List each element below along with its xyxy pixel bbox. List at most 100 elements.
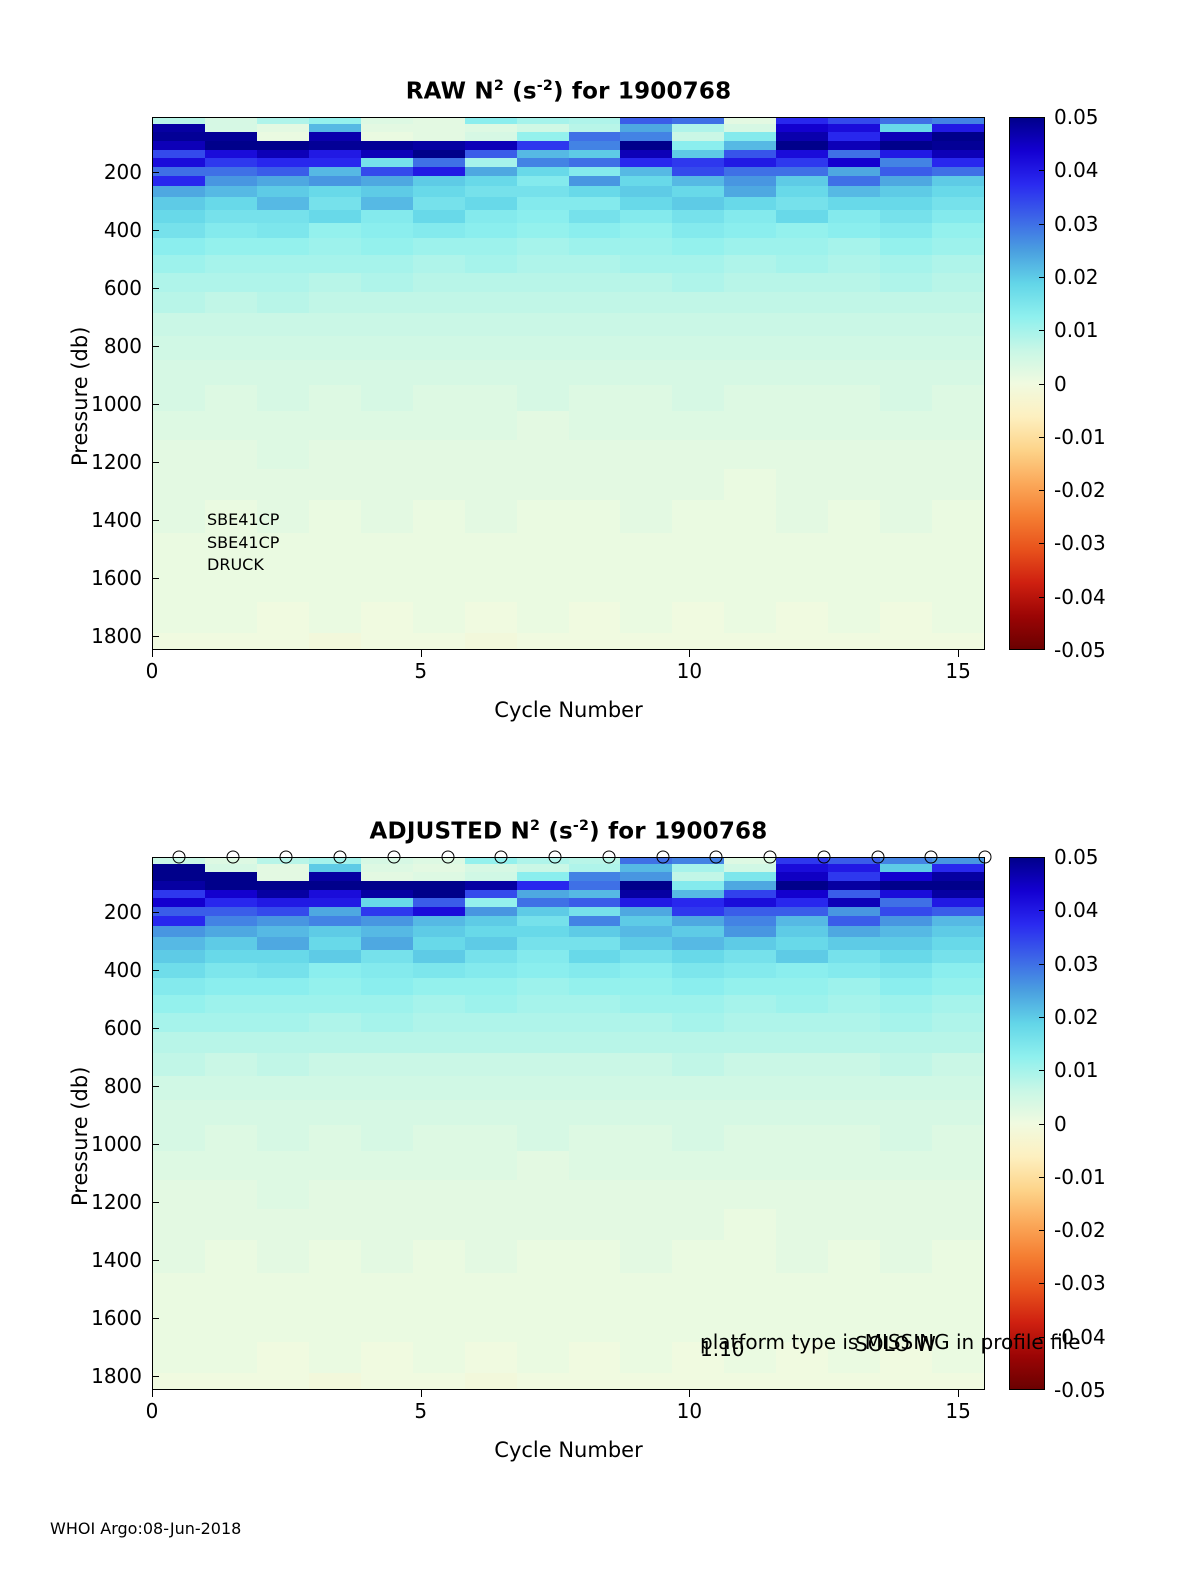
- colorbar-tick-label: 0.03: [1054, 211, 1099, 236]
- heatmap-cell: [776, 313, 829, 336]
- heatmap-cell: [464, 149, 517, 159]
- cycle-marker[interactable]: [441, 850, 455, 864]
- heatmap-cell: [672, 978, 725, 995]
- heatmap-cell: [360, 469, 413, 501]
- heatmap-cell: [204, 1124, 257, 1152]
- heatmap-cell: [776, 469, 829, 501]
- y-tick-mark: [152, 229, 159, 231]
- heatmap-cell: [153, 223, 205, 239]
- heatmap-cell: [880, 601, 933, 633]
- cycle-marker[interactable]: [709, 850, 723, 864]
- heatmap-cell: [724, 601, 777, 633]
- colorbar-tick-label: 0.04: [1054, 898, 1099, 923]
- heatmap-cell: [464, 359, 517, 385]
- heatmap-cell: [880, 292, 933, 314]
- heatmap-cell: [880, 132, 933, 142]
- heatmap-cell: [724, 994, 777, 1013]
- heatmap-cell: [360, 118, 413, 124]
- heatmap-cell: [828, 566, 881, 602]
- heatmap-cell: [360, 566, 413, 602]
- cycle-marker[interactable]: [172, 850, 186, 864]
- heatmap-cell: [828, 1272, 881, 1307]
- heatmap-cell: [308, 1012, 361, 1033]
- y-axis-label: Pressure (db): [68, 1066, 92, 1206]
- heatmap-cell: [516, 1209, 569, 1241]
- heatmap-cell: [880, 223, 933, 239]
- heatmap-cell: [672, 898, 725, 907]
- heatmap-column: [568, 858, 621, 1389]
- heatmap-cell: [204, 632, 257, 649]
- heatmap-cell: [308, 209, 361, 224]
- heatmap-raw[interactable]: [152, 117, 985, 650]
- heatmap-cell: [516, 1053, 569, 1076]
- heatmap-cell: [153, 1032, 205, 1054]
- cycle-marker[interactable]: [871, 850, 885, 864]
- heatmap-cell: [204, 1240, 257, 1273]
- cycle-marker[interactable]: [817, 850, 831, 864]
- heatmap-cell: [568, 197, 621, 210]
- heatmap-cell: [724, 1209, 777, 1241]
- heatmap-cell: [256, 1032, 309, 1054]
- cycle-marker[interactable]: [279, 850, 293, 864]
- heatmap-cell: [620, 915, 673, 926]
- heatmap-cell: [620, 863, 673, 873]
- heatmap-cell: [724, 1012, 777, 1033]
- heatmap-cell: [776, 500, 829, 533]
- heatmap-cell: [412, 994, 465, 1013]
- heatmap-cell: [204, 881, 257, 890]
- heatmap-cell: [776, 1272, 829, 1307]
- heatmap-cell: [620, 601, 673, 633]
- heatmap-cell: [880, 384, 933, 412]
- heatmap-cell: [620, 872, 673, 882]
- heatmap-cell: [516, 858, 569, 864]
- y-tick-label: 1200: [91, 1189, 142, 1214]
- heatmap-cell: [256, 863, 309, 873]
- heatmap-cell: [256, 1272, 309, 1307]
- heatmap-cell: [724, 937, 777, 950]
- heatmap-cell: [620, 1053, 673, 1076]
- heatmap-cell: [620, 197, 673, 210]
- heatmap-cell: [256, 123, 309, 133]
- heatmap-cell: [620, 238, 673, 255]
- heatmap-cell: [256, 313, 309, 336]
- heatmap-cell: [724, 898, 777, 907]
- heatmap-cell: [828, 132, 881, 142]
- cycle-marker[interactable]: [226, 850, 240, 864]
- heatmap-cell: [620, 500, 673, 533]
- cycle-marker[interactable]: [387, 850, 401, 864]
- heatmap-cell: [516, 411, 569, 440]
- heatmap-cell: [776, 166, 829, 176]
- heatmap-cell: [672, 500, 725, 533]
- heatmap-cell: [724, 1179, 777, 1210]
- heatmap-cell: [360, 238, 413, 255]
- heatmap-adjusted[interactable]: [152, 857, 985, 1390]
- heatmap-cell: [880, 1341, 933, 1373]
- cycle-marker[interactable]: [763, 850, 777, 864]
- cycle-marker[interactable]: [333, 850, 347, 864]
- heatmap-cell: [828, 1012, 881, 1033]
- heatmap-cell: [204, 1053, 257, 1076]
- heatmap-cell: [464, 978, 517, 995]
- heatmap-cell: [360, 601, 413, 633]
- heatmap-cell: [880, 1372, 933, 1389]
- cycle-marker[interactable]: [924, 850, 938, 864]
- cycle-marker[interactable]: [548, 850, 562, 864]
- heatmap-cell: [464, 858, 517, 864]
- heatmap-cell: [776, 149, 829, 159]
- heatmap-cell: [776, 141, 829, 150]
- heatmap-cell: [724, 858, 777, 864]
- heatmap-cell: [464, 1306, 517, 1342]
- heatmap-cell: [672, 1099, 725, 1125]
- cycle-marker[interactable]: [602, 850, 616, 864]
- heatmap-cell: [568, 313, 621, 336]
- heatmap-cell: [672, 123, 725, 133]
- heatmap-cell: [360, 223, 413, 239]
- heatmap-cell: [360, 881, 413, 890]
- heatmap-cell: [153, 889, 205, 899]
- cycle-marker[interactable]: [656, 850, 670, 864]
- heatmap-cell: [828, 411, 881, 440]
- cycle-marker[interactable]: [494, 850, 508, 864]
- cycle-marker[interactable]: [978, 850, 992, 864]
- heatmap-cell: [516, 175, 569, 186]
- heatmap-cell: [724, 1124, 777, 1152]
